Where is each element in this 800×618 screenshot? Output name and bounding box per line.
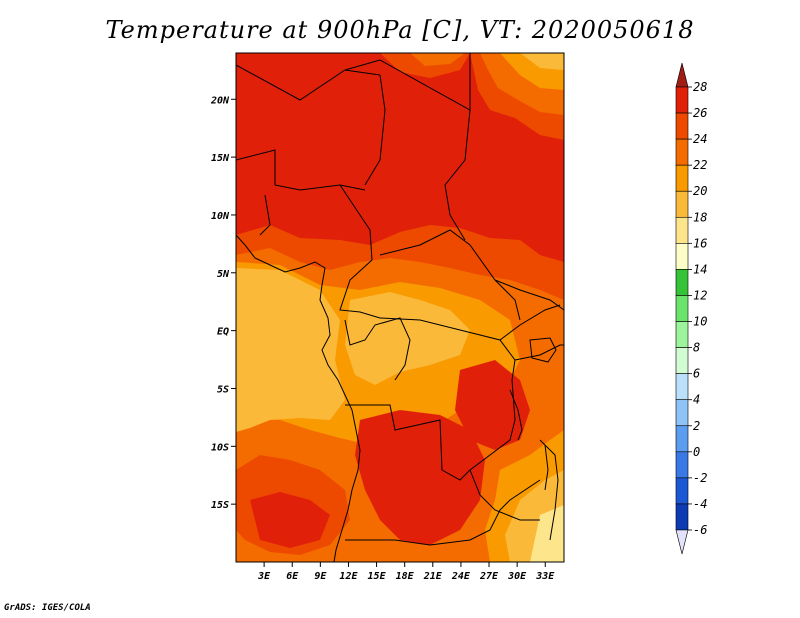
field-west-20	[236, 268, 345, 432]
lon-tick-label: 15E	[368, 571, 387, 582]
lat-tick-label: 5N	[217, 269, 230, 280]
field-ne-warm-d	[520, 53, 564, 70]
border-angola-s	[345, 479, 541, 546]
map-frame	[235, 52, 565, 563]
colorbar-swatch	[675, 190, 689, 218]
colorbar-swatch	[675, 295, 689, 322]
colorbar-label: 10	[693, 315, 707, 329]
lon-tick-label: 18E	[396, 571, 415, 582]
border-congo	[344, 317, 411, 381]
lon-tick-label: 12E	[339, 571, 358, 582]
colorbar-label: 16	[693, 236, 707, 250]
lat-tick-label: 15N	[211, 153, 230, 164]
lon-tick-label: 24E	[451, 571, 471, 582]
lon-tick-label: 3E	[257, 571, 271, 582]
colorbar-swatch	[675, 216, 689, 244]
colorbar-swatch	[675, 347, 689, 374]
colorbar-swatch	[675, 399, 689, 427]
field-sw-hot-b	[250, 492, 330, 548]
border-east	[499, 304, 561, 541]
border-north-2	[364, 74, 386, 186]
colorbar-swatch	[675, 477, 689, 505]
border-angola	[345, 404, 471, 481]
colorbar-swatch	[675, 243, 689, 270]
lat-axis: 20N 15N 10N 5N EQ 5S 10S 15S	[210, 95, 236, 511]
lon-axis: 3E 6E 9E 12E 15E 18E 21E 24E 27E 30E 33E	[257, 562, 555, 582]
colorbar-label: 20	[693, 184, 707, 198]
border-north-3	[344, 53, 471, 111]
border-sudan-south	[494, 279, 564, 311]
lon-tick-label: 33E	[535, 571, 555, 582]
colorbar-swatch	[675, 138, 689, 166]
colorbar-swatch	[675, 503, 689, 531]
lon-tick-label: 21E	[423, 571, 443, 582]
lake-malawi	[544, 444, 549, 491]
field-angola-hot	[355, 410, 485, 545]
border-mali-niger	[236, 149, 366, 191]
colorbar-label: -4	[693, 497, 707, 511]
colorbar-label: 6	[693, 367, 700, 381]
field-e-hot	[455, 360, 530, 450]
lon-tick-label: 6E	[286, 571, 299, 582]
colorbar-label: 22	[693, 158, 707, 172]
colorbar-label: 0	[693, 445, 700, 459]
colorbar-label: 4	[693, 393, 700, 407]
lon-tick-label: 27E	[479, 571, 499, 582]
field-se-16	[530, 505, 564, 562]
lat-tick-label: EQ	[217, 327, 229, 338]
colorbar-swatch	[675, 164, 689, 192]
field-n-warm-b	[410, 53, 465, 66]
border-chad-sudan	[444, 109, 471, 241]
border-car	[379, 229, 521, 321]
lat-tick-label: 5S	[217, 384, 229, 395]
chart-title: Temperature at 900hPa [C], VT: 202005061…	[105, 16, 695, 44]
country-borders	[236, 53, 564, 562]
colorbar-bottom-arrow	[675, 529, 689, 555]
lat-tick-label: 15S	[211, 500, 229, 511]
border-cameroon	[339, 259, 381, 319]
lat-tick-label: 10N	[211, 211, 230, 222]
colorbar-label: 14	[693, 262, 707, 276]
grads-credit: GrADS: IGES/COLA	[4, 603, 91, 613]
colorbar-label: 26	[693, 106, 707, 120]
colorbar-label: 28	[693, 80, 707, 94]
lon-tick-label: 30E	[507, 571, 527, 582]
lake-tanganyika	[509, 389, 523, 441]
temperature-field	[236, 53, 564, 562]
colorbar-swatch	[675, 269, 689, 296]
lake-victoria	[529, 337, 557, 363]
colorbar-swatch	[675, 373, 689, 401]
colorbar-label: 18	[693, 210, 707, 224]
colorbar-swatch	[675, 425, 689, 453]
border-nigeria	[259, 184, 373, 261]
lat-tick-label: 10S	[211, 442, 229, 453]
colorbar-label: 2	[693, 419, 700, 433]
colorbar-label: -2	[693, 471, 707, 485]
coastline-west	[236, 234, 361, 562]
colorbar-label: 12	[693, 288, 707, 302]
colorbar-swatch	[675, 321, 689, 348]
colorbar-swatch	[675, 112, 689, 140]
colorbar-swatch	[675, 451, 689, 479]
border-drc	[379, 317, 516, 471]
lat-tick-label: 20N	[210, 95, 230, 106]
lon-tick-label: 9E	[314, 571, 327, 582]
border-zambia	[469, 469, 540, 521]
field-congo-20	[345, 292, 470, 385]
colorbar-top-arrow	[675, 62, 689, 88]
colorbar-label: 24	[693, 132, 707, 146]
border-north-1	[236, 64, 381, 101]
border-tanzania	[514, 344, 564, 361]
colorbar-swatch	[675, 86, 689, 114]
colorbar-label: -6	[693, 523, 707, 537]
colorbar-label: 8	[693, 341, 700, 355]
